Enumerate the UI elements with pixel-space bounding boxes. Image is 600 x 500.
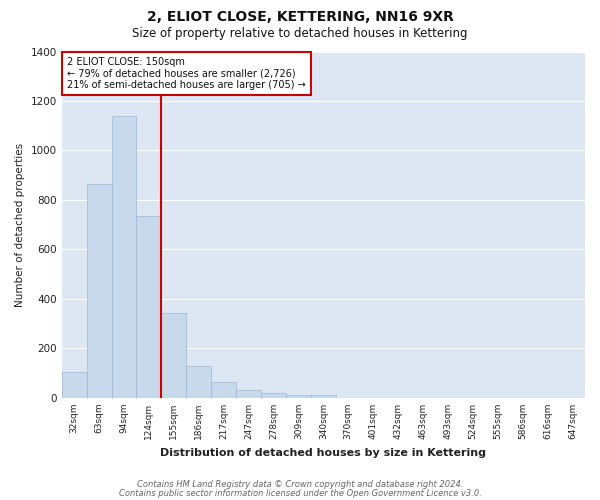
Bar — [311, 396, 336, 398]
Bar — [112, 116, 136, 398]
Bar — [186, 366, 211, 398]
Text: Contains HM Land Registry data © Crown copyright and database right 2024.: Contains HM Land Registry data © Crown c… — [137, 480, 463, 489]
Bar — [86, 184, 112, 398]
Bar — [236, 390, 261, 398]
Text: 2, ELIOT CLOSE, KETTERING, NN16 9XR: 2, ELIOT CLOSE, KETTERING, NN16 9XR — [146, 10, 454, 24]
Y-axis label: Number of detached properties: Number of detached properties — [15, 142, 25, 307]
Text: Contains public sector information licensed under the Open Government Licence v3: Contains public sector information licen… — [119, 488, 481, 498]
Bar — [62, 372, 86, 398]
Bar — [136, 216, 161, 398]
Text: 2 ELIOT CLOSE: 150sqm
← 79% of detached houses are smaller (2,726)
21% of semi-d: 2 ELIOT CLOSE: 150sqm ← 79% of detached … — [67, 56, 305, 90]
Bar — [161, 312, 186, 398]
Bar — [261, 393, 286, 398]
Bar — [211, 382, 236, 398]
Text: Size of property relative to detached houses in Kettering: Size of property relative to detached ho… — [132, 28, 468, 40]
X-axis label: Distribution of detached houses by size in Kettering: Distribution of detached houses by size … — [160, 448, 487, 458]
Bar — [286, 394, 311, 398]
